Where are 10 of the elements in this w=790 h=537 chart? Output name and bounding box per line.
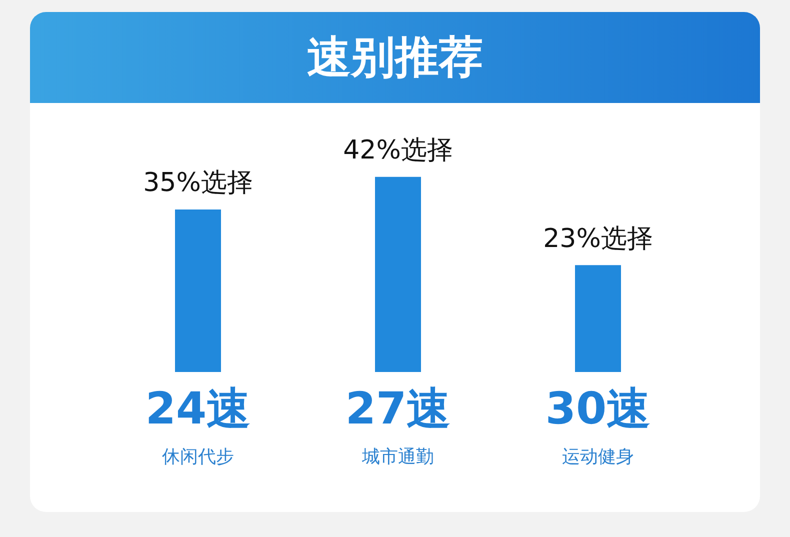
text: 运动健身 xyxy=(562,446,634,468)
x-tick-label: 24速 xyxy=(145,383,251,434)
x-tick-label: 27速 xyxy=(345,383,451,434)
x-tick-label: 30速 xyxy=(545,383,651,434)
data-label: 42%选择 xyxy=(343,136,453,166)
data-label: 35%选择 xyxy=(143,168,253,198)
text: 休闲代步 xyxy=(162,446,234,468)
chart-title: 速别推荐 xyxy=(30,12,760,103)
data-label: 23%选择 xyxy=(543,224,653,254)
text: 城市通勤 xyxy=(361,446,434,468)
